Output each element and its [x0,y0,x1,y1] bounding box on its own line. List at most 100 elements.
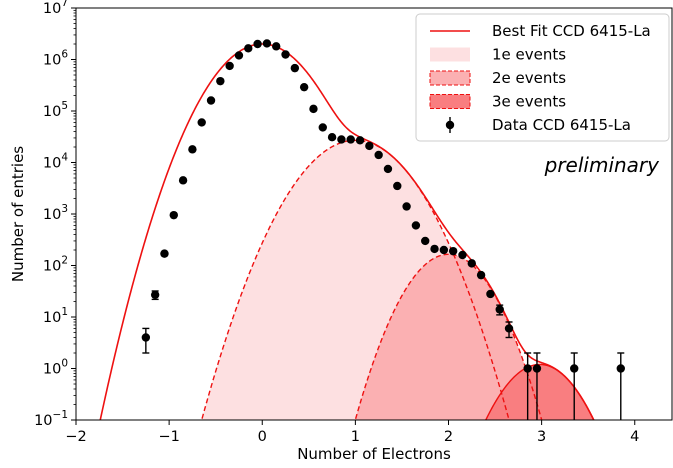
component-curves [99,43,595,420]
curve-2e-dashed [354,253,543,420]
data-marker [523,364,532,373]
y-tick-label: 102 [43,255,68,275]
fill-2e-events [327,254,570,420]
data-marker [299,82,309,92]
legend-item: 2e events [429,69,566,87]
data-point [355,136,365,145]
data-point [253,39,262,49]
legend-patch-swatch [430,47,470,62]
data-point [337,135,346,144]
y-tick-label: 104 [43,152,68,172]
data-marker [476,270,486,280]
data-marker [486,289,495,299]
data-point [160,249,169,258]
data-point [309,104,318,114]
data-point [197,118,206,127]
x-tick-label: −1 [158,429,179,445]
preliminary-annotation: preliminary [544,153,661,177]
legend-item: 3e events [429,93,566,111]
data-marker [448,246,458,256]
data-point [178,176,188,185]
data-marker [421,236,430,246]
legend-label: 1e events [492,46,566,64]
curve-1e-dashed [200,139,510,420]
data-point [206,96,216,105]
data-marker [346,135,355,144]
data-marker [411,221,421,230]
data-point [374,150,383,160]
data-marker [430,244,439,254]
y-axis-label: Number of entries [9,146,27,282]
data-marker [262,39,272,48]
data-marker [439,245,449,255]
legend-marker-swatch [445,120,455,130]
y-tick-label: 107 [43,0,68,17]
data-points [141,39,625,420]
data-point [169,210,178,220]
data-marker [467,259,476,268]
data-marker [141,333,151,342]
data-marker [272,42,281,51]
legend-item: Data CCD 6415-La [445,116,631,134]
data-point [150,290,160,301]
data-marker [169,210,178,220]
data-point [365,141,374,151]
data-point [216,76,225,86]
y-tick-label: 103 [43,203,68,223]
x-tick-label: 3 [537,429,546,445]
data-point [504,321,514,339]
data-marker [150,290,160,299]
data-marker [458,250,467,260]
data-point [486,289,495,299]
data-point [327,132,337,142]
data-point [318,123,327,132]
data-point [141,327,151,354]
data-marker [197,118,206,127]
y-tick-label: 105 [43,100,68,120]
data-marker [327,132,337,142]
data-point [188,145,197,154]
data-point [421,236,430,246]
data-point [299,82,309,92]
x-tick-label: 0 [258,429,267,445]
data-point [467,259,476,268]
data-marker [160,249,169,258]
data-marker [337,135,346,144]
data-marker [504,324,514,333]
data-point [281,50,290,59]
data-marker [318,123,327,132]
data-marker [309,104,318,114]
y-tick-label: 10−1 [34,409,68,429]
data-marker [355,136,365,145]
data-point [272,42,281,51]
legend-label: Data CCD 6415-La [492,116,631,134]
data-point [383,164,393,174]
data-marker [290,63,300,73]
data-point [234,51,244,60]
data-marker [383,164,393,174]
data-point [458,250,467,260]
data-point [495,304,504,316]
data-point [393,181,402,191]
data-point [532,352,542,420]
data-marker [393,181,402,191]
data-point [476,270,486,280]
data-marker [253,39,262,49]
y-axis-ticks: 10−1 100 101 102 103 104 105 106 107 [34,0,76,429]
data-point [439,245,449,255]
data-marker [281,50,290,59]
legend-box [415,13,670,142]
y-tick-label: 100 [43,358,68,378]
data-point [616,352,625,420]
y-tick-label: 106 [43,49,68,69]
data-marker [495,305,504,314]
component-fills [201,140,661,420]
data-point [570,352,579,420]
data-marker [570,364,579,373]
data-point [411,221,421,230]
y-tick-label: 101 [43,306,68,326]
data-marker [178,176,188,185]
legend-label: Best Fit CCD 6415-La [492,22,651,40]
legend-label: 2e events [492,69,566,87]
legend-label: 3e events [492,93,566,111]
